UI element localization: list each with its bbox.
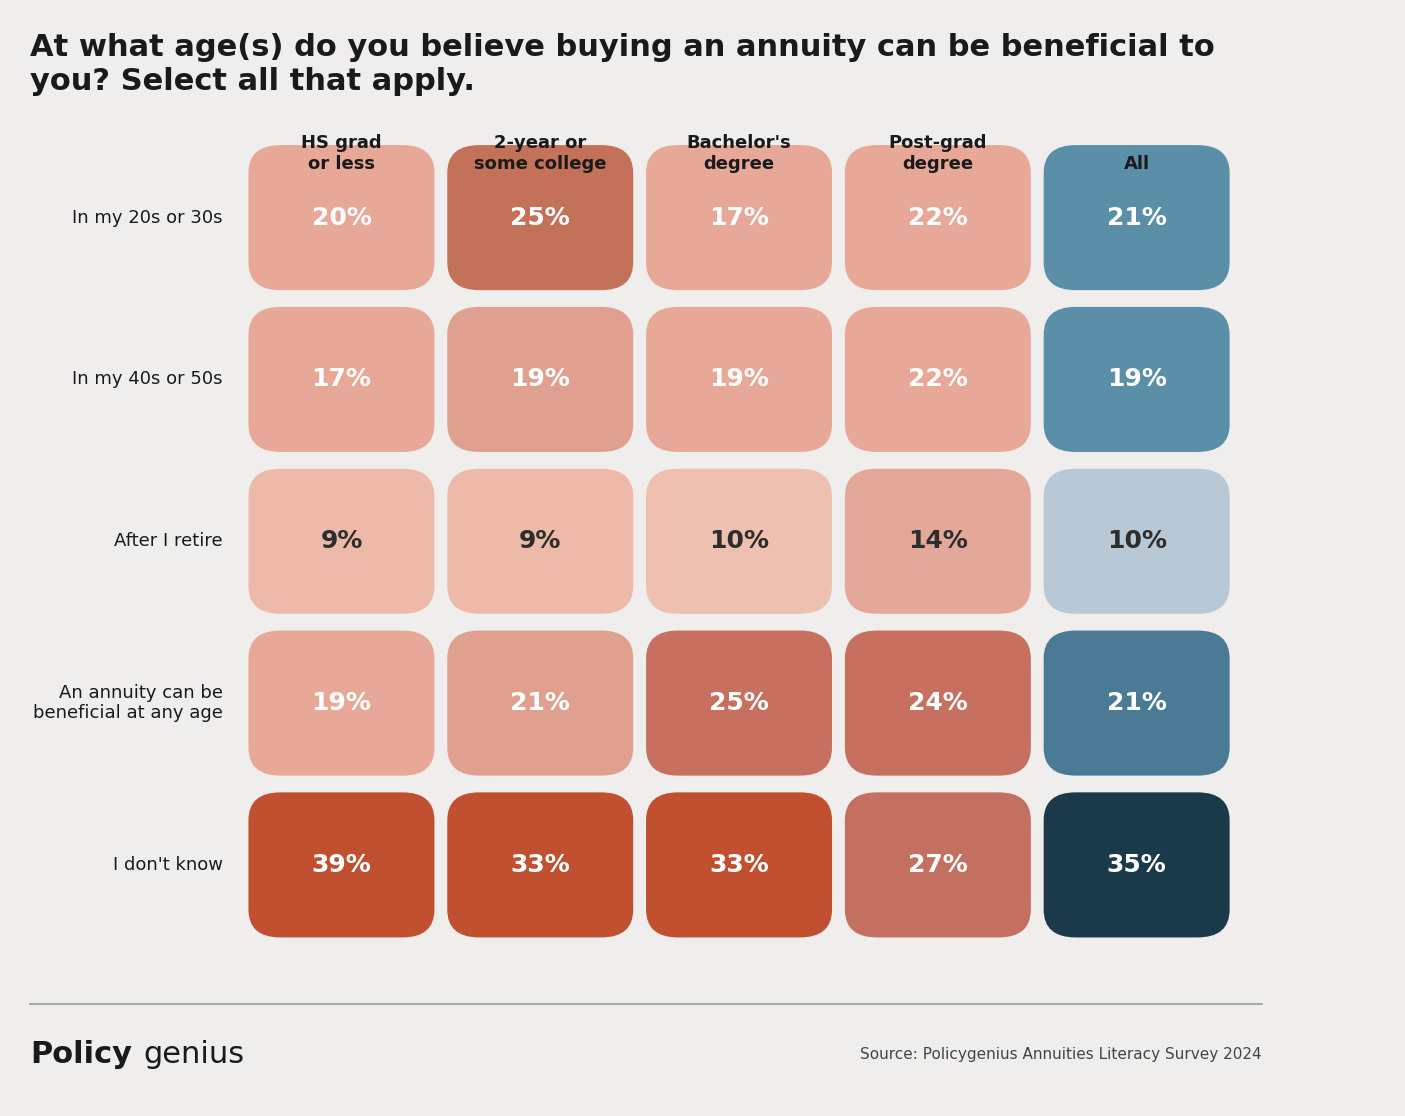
Text: At what age(s) do you believe buying an annuity can be beneficial to
you? Select: At what age(s) do you believe buying an …: [31, 33, 1215, 96]
Text: 10%: 10%: [710, 529, 769, 554]
FancyBboxPatch shape: [447, 307, 634, 452]
Text: 20%: 20%: [312, 205, 371, 230]
FancyBboxPatch shape: [646, 307, 832, 452]
FancyBboxPatch shape: [249, 145, 434, 290]
Text: 19%: 19%: [510, 367, 570, 392]
Text: 24%: 24%: [908, 691, 968, 715]
Text: An annuity can be
beneficial at any age: An annuity can be beneficial at any age: [32, 684, 223, 722]
FancyBboxPatch shape: [646, 469, 832, 614]
FancyBboxPatch shape: [249, 631, 434, 776]
Text: In my 20s or 30s: In my 20s or 30s: [72, 209, 223, 227]
Text: Post-grad
degree: Post-grad degree: [888, 134, 988, 173]
Text: 17%: 17%: [312, 367, 371, 392]
Text: 9%: 9%: [320, 529, 362, 554]
Text: I don't know: I don't know: [112, 856, 223, 874]
FancyBboxPatch shape: [646, 792, 832, 937]
FancyBboxPatch shape: [1044, 145, 1229, 290]
FancyBboxPatch shape: [646, 145, 832, 290]
Text: Bachelor's
degree: Bachelor's degree: [687, 134, 791, 173]
FancyBboxPatch shape: [844, 469, 1031, 614]
Text: 19%: 19%: [1107, 367, 1166, 392]
Text: 10%: 10%: [1107, 529, 1166, 554]
Text: In my 40s or 50s: In my 40s or 50s: [72, 371, 223, 388]
FancyBboxPatch shape: [844, 307, 1031, 452]
FancyBboxPatch shape: [249, 792, 434, 937]
Text: 19%: 19%: [710, 367, 769, 392]
Text: 35%: 35%: [1107, 853, 1166, 877]
Text: 39%: 39%: [312, 853, 371, 877]
FancyBboxPatch shape: [844, 631, 1031, 776]
Text: genius: genius: [143, 1040, 244, 1069]
Text: 27%: 27%: [908, 853, 968, 877]
Text: All: All: [1124, 155, 1149, 173]
Text: 25%: 25%: [510, 205, 570, 230]
Text: Policy: Policy: [31, 1040, 132, 1069]
Text: 33%: 33%: [510, 853, 570, 877]
FancyBboxPatch shape: [646, 631, 832, 776]
FancyBboxPatch shape: [249, 469, 434, 614]
FancyBboxPatch shape: [1044, 631, 1229, 776]
Text: 25%: 25%: [710, 691, 769, 715]
FancyBboxPatch shape: [447, 631, 634, 776]
Text: 22%: 22%: [908, 367, 968, 392]
FancyBboxPatch shape: [447, 145, 634, 290]
Text: After I retire: After I retire: [114, 532, 223, 550]
FancyBboxPatch shape: [1044, 307, 1229, 452]
Text: Source: Policygenius Annuities Literacy Survey 2024: Source: Policygenius Annuities Literacy …: [860, 1047, 1262, 1062]
Text: 21%: 21%: [1107, 691, 1166, 715]
Text: 19%: 19%: [312, 691, 371, 715]
FancyBboxPatch shape: [1044, 469, 1229, 614]
FancyBboxPatch shape: [844, 145, 1031, 290]
FancyBboxPatch shape: [844, 792, 1031, 937]
Text: 21%: 21%: [510, 691, 570, 715]
Text: 33%: 33%: [710, 853, 769, 877]
Text: 2-year or
some college: 2-year or some college: [473, 134, 607, 173]
Text: 22%: 22%: [908, 205, 968, 230]
FancyBboxPatch shape: [447, 792, 634, 937]
FancyBboxPatch shape: [1044, 792, 1229, 937]
Text: HS grad
or less: HS grad or less: [301, 134, 382, 173]
FancyBboxPatch shape: [249, 307, 434, 452]
Text: 9%: 9%: [518, 529, 562, 554]
Text: 14%: 14%: [908, 529, 968, 554]
FancyBboxPatch shape: [447, 469, 634, 614]
Text: 21%: 21%: [1107, 205, 1166, 230]
Text: 17%: 17%: [710, 205, 769, 230]
